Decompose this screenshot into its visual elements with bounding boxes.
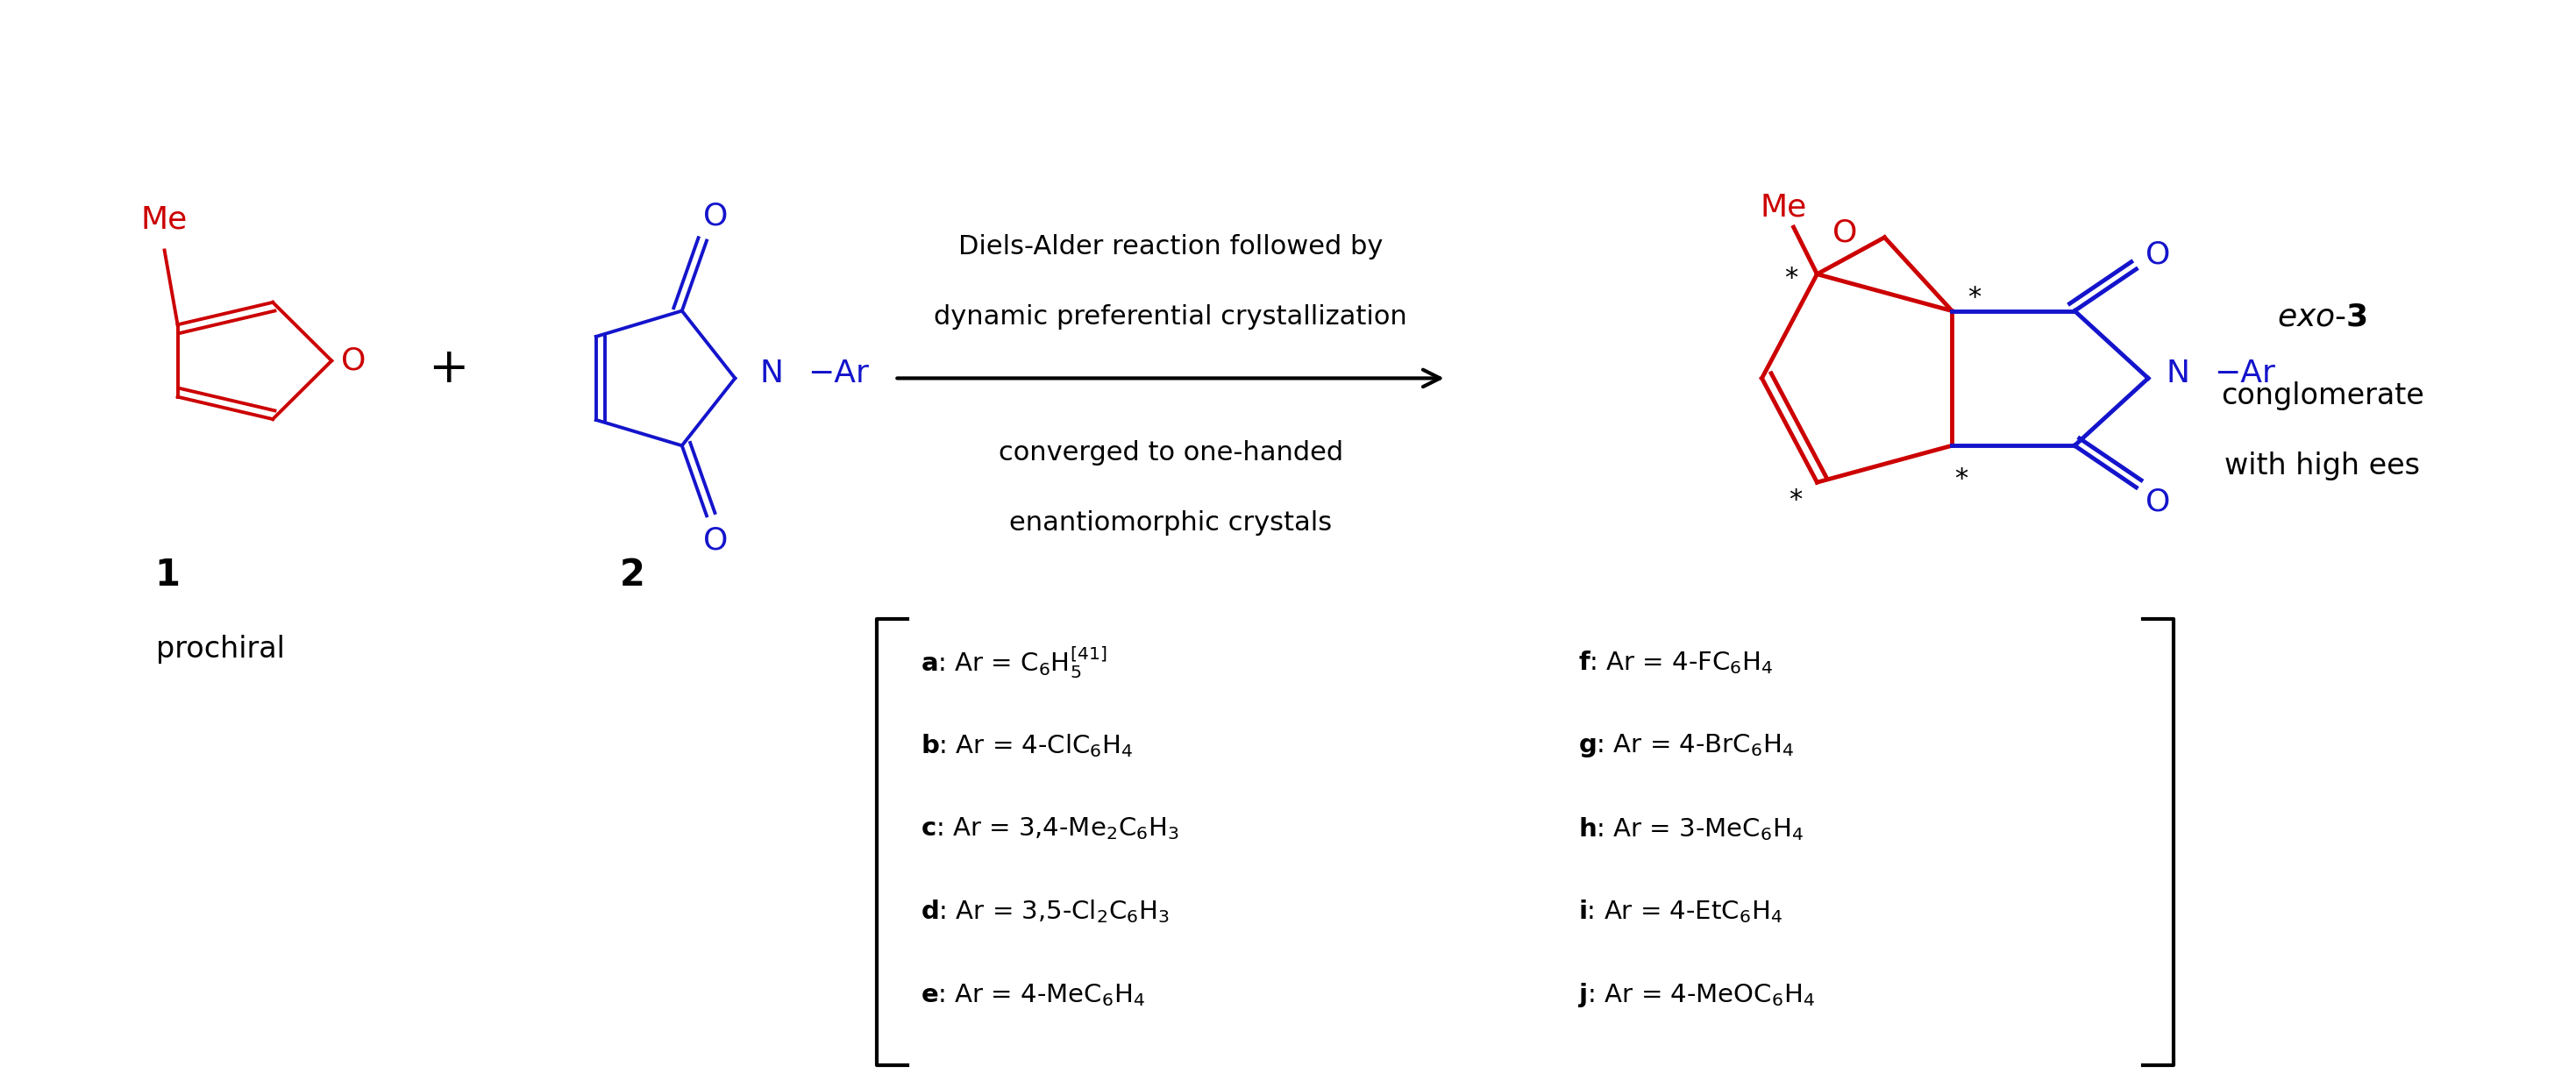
Text: $\mathbf{i}$: Ar = 4-EtC$_6$H$_4$: $\mathbf{i}$: Ar = 4-EtC$_6$H$_4$ <box>1579 899 1783 925</box>
Text: O: O <box>340 346 366 375</box>
Text: $\mathbf{j}$: Ar = 4-MeOC$_6$H$_4$: $\mathbf{j}$: Ar = 4-MeOC$_6$H$_4$ <box>1579 981 1816 1009</box>
Text: N: N <box>2166 359 2190 388</box>
Text: *: * <box>1955 466 1968 492</box>
Text: $\mathbf{a}$: Ar = C$_6$H$_5^{[41]}$: $\mathbf{a}$: Ar = C$_6$H$_5^{[41]}$ <box>922 645 1108 680</box>
Text: O: O <box>1832 218 1857 248</box>
Text: enantiomorphic crystals: enantiomorphic crystals <box>1010 510 1332 535</box>
Text: +: + <box>428 346 469 393</box>
Text: conglomerate: conglomerate <box>2221 381 2424 410</box>
Text: $\mathbf{e}$: Ar = 4-MeC$_6$H$_4$: $\mathbf{e}$: Ar = 4-MeC$_6$H$_4$ <box>922 981 1146 1007</box>
Text: Me: Me <box>1759 193 1808 223</box>
Text: 2: 2 <box>618 557 644 593</box>
Text: *: * <box>1968 285 1981 310</box>
Text: $\mathbf{g}$: Ar = 4-BrC$_6$H$_4$: $\mathbf{g}$: Ar = 4-BrC$_6$H$_4$ <box>1579 732 1793 759</box>
Text: dynamic preferential crystallization: dynamic preferential crystallization <box>935 305 1406 330</box>
Text: $\mathbf{d}$: Ar = 3,5-Cl$_2$C$_6$H$_3$: $\mathbf{d}$: Ar = 3,5-Cl$_2$C$_6$H$_3$ <box>922 899 1170 925</box>
Text: converged to one-handed: converged to one-handed <box>999 440 1342 466</box>
Text: *: * <box>1788 487 1801 512</box>
Text: O: O <box>703 526 729 555</box>
Text: $\mathbf{f}$: Ar = 4-FC$_6$H$_4$: $\mathbf{f}$: Ar = 4-FC$_6$H$_4$ <box>1579 650 1772 676</box>
Text: $\mathbf{b}$: Ar = 4-ClC$_6$H$_4$: $\mathbf{b}$: Ar = 4-ClC$_6$H$_4$ <box>922 732 1133 759</box>
Text: −Ar: −Ar <box>809 359 868 388</box>
Text: *: * <box>1785 265 1798 292</box>
Text: O: O <box>2146 487 2172 517</box>
Text: $\mathbf{c}$: Ar = 3,4-Me$_2$C$_6$H$_3$: $\mathbf{c}$: Ar = 3,4-Me$_2$C$_6$H$_3$ <box>922 816 1180 842</box>
Text: O: O <box>2146 239 2172 269</box>
Text: $\mathit{exo}$-$\mathbf{3}$: $\mathit{exo}$-$\mathbf{3}$ <box>2277 302 2367 332</box>
Text: Diels-Alder reaction followed by: Diels-Alder reaction followed by <box>958 234 1383 260</box>
Text: 1: 1 <box>155 557 180 593</box>
Text: with high ees: with high ees <box>2226 452 2421 480</box>
Text: $\mathbf{h}$: Ar = 3-MeC$_6$H$_4$: $\mathbf{h}$: Ar = 3-MeC$_6$H$_4$ <box>1579 815 1803 842</box>
Text: N: N <box>760 359 783 388</box>
Text: O: O <box>703 201 729 231</box>
Text: Me: Me <box>142 205 188 235</box>
Text: prochiral: prochiral <box>155 635 283 664</box>
Text: −Ar: −Ar <box>2213 359 2275 388</box>
